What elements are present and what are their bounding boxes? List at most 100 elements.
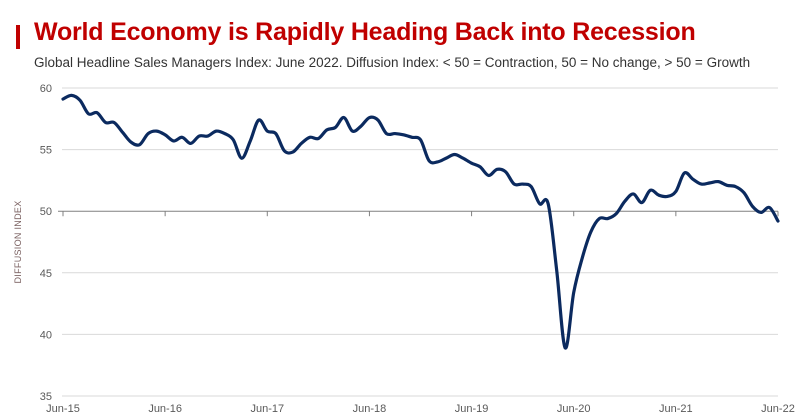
data-point <box>189 142 192 145</box>
data-point <box>240 157 243 160</box>
data-point <box>521 183 524 186</box>
data-point <box>266 130 269 133</box>
data-point <box>470 162 473 165</box>
data-point <box>198 135 201 138</box>
data-point <box>708 181 711 184</box>
data-point <box>359 125 362 128</box>
data-point <box>691 178 694 181</box>
x-tick-label: Jun-17 <box>250 403 284 415</box>
data-point <box>725 184 728 187</box>
y-axis-label: DIFFUSION INDEX <box>13 200 23 283</box>
chart-subtitle: Global Headline Sales Managers Index: Ju… <box>34 55 751 70</box>
data-point <box>504 170 507 173</box>
data-point <box>615 212 618 215</box>
data-point <box>674 190 677 193</box>
data-point <box>147 132 150 135</box>
y-tick-label: 50 <box>40 206 52 218</box>
data-point <box>70 94 73 97</box>
x-tick-label: Jun-15 <box>46 403 80 415</box>
data-point <box>428 159 431 162</box>
x-tick-label: Jun-19 <box>455 403 489 415</box>
data-point <box>751 205 754 208</box>
data-point <box>564 346 567 349</box>
data-point <box>334 126 337 129</box>
data-point <box>598 217 601 220</box>
data-point <box>479 165 482 168</box>
y-tick-label: 40 <box>40 329 52 341</box>
data-point <box>649 189 652 192</box>
data-point <box>436 160 439 163</box>
data-point <box>308 136 311 139</box>
data-point <box>274 132 277 135</box>
data-point <box>130 141 133 144</box>
x-tick-label: Jun-16 <box>148 403 182 415</box>
data-point <box>683 172 686 175</box>
data-point <box>138 143 141 146</box>
data-point <box>223 132 226 135</box>
data-point <box>325 128 328 131</box>
data-point <box>121 131 124 134</box>
data-point <box>402 133 405 136</box>
data-point <box>300 142 303 145</box>
data-point <box>555 269 558 272</box>
data-point <box>462 157 465 160</box>
data-point <box>291 151 294 154</box>
data-point <box>249 139 252 142</box>
data-point <box>700 183 703 186</box>
data-point <box>657 194 660 197</box>
data-point <box>113 121 116 124</box>
data-point <box>768 206 771 209</box>
data-point <box>623 200 626 203</box>
data-point <box>104 121 107 124</box>
data-point <box>734 185 737 188</box>
data-point <box>453 153 456 156</box>
data-point <box>164 133 167 136</box>
data-point <box>172 139 175 142</box>
data-point <box>640 201 643 204</box>
data-point <box>777 220 780 223</box>
data-point <box>317 137 320 140</box>
x-tick-label: Jun-18 <box>353 403 387 415</box>
data-point <box>581 257 584 260</box>
data-point <box>376 119 379 122</box>
data-point <box>445 157 448 160</box>
data-point <box>547 202 550 205</box>
data-point <box>368 116 371 119</box>
data-point <box>155 130 158 133</box>
y-tick-label: 35 <box>40 391 52 403</box>
x-tick-label: Jun-20 <box>557 403 591 415</box>
data-point <box>283 149 286 152</box>
data-point <box>393 132 396 135</box>
data-point <box>589 231 592 234</box>
data-point <box>742 191 745 194</box>
data-point <box>496 168 499 171</box>
data-point <box>257 119 260 122</box>
series-line <box>61 93 780 350</box>
x-tick-label: Jun-21 <box>659 403 693 415</box>
data-point <box>606 217 609 220</box>
chart-title: World Economy is Rapidly Heading Back in… <box>34 18 696 46</box>
data-point <box>79 99 82 102</box>
data-point <box>530 185 533 188</box>
data-point <box>96 111 99 114</box>
data-point <box>513 183 516 186</box>
data-point <box>181 136 184 139</box>
data-point <box>232 138 235 141</box>
data-point <box>206 135 209 138</box>
x-tick-label: Jun-22 <box>761 403 795 415</box>
data-point <box>632 192 635 195</box>
data-point <box>759 211 762 214</box>
data-point <box>342 116 345 119</box>
data-point <box>385 132 388 135</box>
data-point <box>572 291 575 294</box>
y-tick-label: 45 <box>40 268 52 280</box>
data-point <box>666 195 669 198</box>
data-point <box>87 112 90 115</box>
data-point <box>538 202 541 205</box>
data-point <box>410 136 413 139</box>
data-point <box>215 130 218 133</box>
data-point <box>351 130 354 133</box>
data-point <box>419 138 422 141</box>
data-point <box>62 98 65 101</box>
